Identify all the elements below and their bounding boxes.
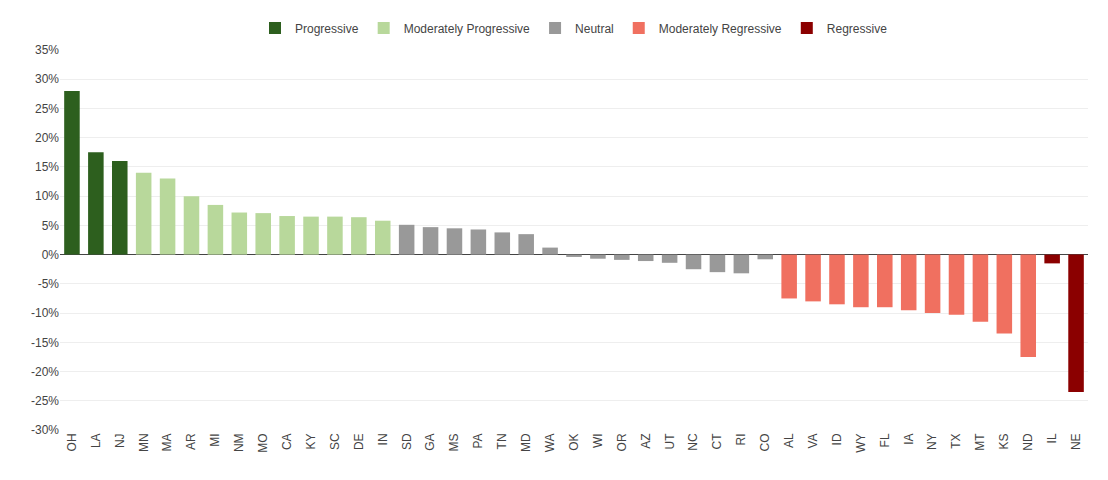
svg-text:MD: MD xyxy=(519,433,533,452)
svg-text:0%: 0% xyxy=(42,248,60,262)
svg-text:-5%: -5% xyxy=(38,277,60,291)
svg-text:Moderately Regressive: Moderately Regressive xyxy=(659,22,782,36)
svg-text:FL: FL xyxy=(878,433,892,447)
svg-text:AR: AR xyxy=(184,433,198,450)
svg-text:-25%: -25% xyxy=(31,394,59,408)
svg-text:KY: KY xyxy=(304,433,318,449)
svg-text:IA: IA xyxy=(902,433,916,444)
svg-text:30%: 30% xyxy=(35,72,59,86)
svg-text:CA: CA xyxy=(280,433,294,450)
svg-text:CT: CT xyxy=(710,433,724,450)
svg-text:TN: TN xyxy=(495,433,509,449)
svg-text:SC: SC xyxy=(328,433,342,450)
svg-text:PA: PA xyxy=(471,433,485,448)
svg-text:NM: NM xyxy=(232,433,246,452)
svg-text:-10%: -10% xyxy=(31,306,59,320)
svg-text:SD: SD xyxy=(400,433,414,450)
svg-text:WY: WY xyxy=(854,433,868,452)
svg-text:IL: IL xyxy=(1045,433,1059,443)
svg-text:-30%: -30% xyxy=(31,423,59,437)
svg-text:RI: RI xyxy=(734,433,748,445)
svg-text:MT: MT xyxy=(973,433,987,451)
svg-text:Moderately Progressive: Moderately Progressive xyxy=(404,22,530,36)
svg-text:MS: MS xyxy=(447,433,461,451)
svg-text:AL: AL xyxy=(782,433,796,448)
svg-text:GA: GA xyxy=(423,433,437,450)
svg-text:ND: ND xyxy=(1021,433,1035,451)
svg-text:35%: 35% xyxy=(35,43,59,57)
svg-text:OK: OK xyxy=(567,433,581,450)
svg-text:-20%: -20% xyxy=(31,365,59,379)
svg-text:10%: 10% xyxy=(35,189,59,203)
svg-text:ID: ID xyxy=(830,433,844,445)
svg-text:Regressive: Regressive xyxy=(827,22,887,36)
svg-text:25%: 25% xyxy=(35,102,59,116)
svg-text:AZ: AZ xyxy=(639,433,653,448)
svg-text:IN: IN xyxy=(376,433,390,445)
svg-text:MA: MA xyxy=(160,433,174,451)
svg-text:NE: NE xyxy=(1069,433,1083,450)
svg-text:TX: TX xyxy=(949,433,963,448)
svg-text:MI: MI xyxy=(208,433,222,446)
svg-text:-15%: -15% xyxy=(31,336,59,350)
svg-text:Neutral: Neutral xyxy=(575,22,614,36)
svg-text:VA: VA xyxy=(806,433,820,448)
svg-text:Progressive: Progressive xyxy=(295,22,359,36)
svg-text:MO: MO xyxy=(256,433,270,452)
svg-text:OH: OH xyxy=(65,433,79,451)
svg-text:UT: UT xyxy=(663,433,677,450)
svg-text:NC: NC xyxy=(686,433,700,451)
svg-text:WA: WA xyxy=(543,433,557,452)
svg-text:DE: DE xyxy=(352,433,366,450)
svg-text:OR: OR xyxy=(615,433,629,451)
svg-text:NJ: NJ xyxy=(113,433,127,448)
svg-text:WI: WI xyxy=(591,433,605,448)
svg-text:20%: 20% xyxy=(35,131,59,145)
svg-text:MN: MN xyxy=(137,433,151,452)
svg-text:LA: LA xyxy=(89,433,103,448)
svg-text:NY: NY xyxy=(926,433,940,450)
svg-text:KS: KS xyxy=(997,433,1011,449)
svg-text:5%: 5% xyxy=(42,219,60,233)
svg-text:15%: 15% xyxy=(35,160,59,174)
svg-text:CO: CO xyxy=(758,433,772,451)
